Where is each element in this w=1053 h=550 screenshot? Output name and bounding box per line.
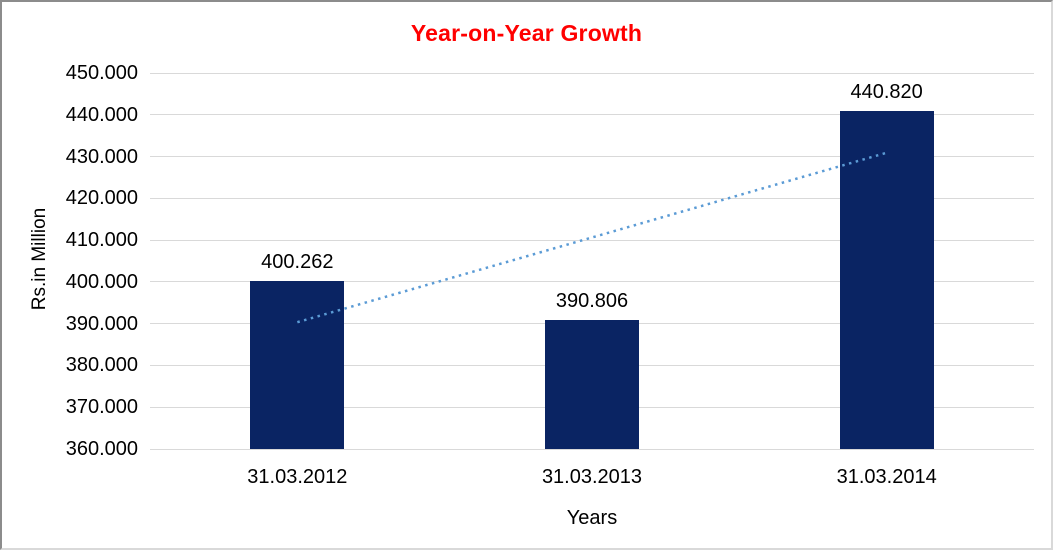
gridline (150, 197, 1034, 199)
gridline (150, 281, 1034, 283)
data-label: 400.262 (261, 250, 334, 273)
plot-area: 400.262 390.806 440.820 (150, 72, 1034, 450)
trendline (296, 151, 888, 324)
data-label: 390.806 (555, 290, 629, 313)
x-axis-title: Years (566, 507, 618, 529)
trendline-segment (296, 151, 888, 324)
gridline (150, 448, 1034, 450)
y-tick-label: 380.000 (65, 354, 138, 377)
x-tick-label: 31.03.2012 (247, 466, 348, 488)
bar-31.03.2013 (545, 320, 639, 449)
x-tick-label: 31.03.2013 (541, 466, 643, 488)
y-tick-label: 390.000 (65, 312, 138, 335)
gridline (150, 156, 1034, 158)
gridline (150, 114, 1034, 116)
y-tick-label: 430.000 (65, 145, 138, 168)
x-tick-label: 31.03.2014 (836, 466, 937, 488)
gridline (150, 239, 1034, 241)
chart-title: Year-on-Year Growth (410, 20, 643, 46)
data-label: 440.820 (850, 81, 923, 104)
y-tick-label: 370.000 (65, 396, 138, 419)
y-tick-label: 450.000 (65, 62, 138, 84)
y-tick-label: 410.000 (65, 229, 138, 252)
y-tick-label: 420.000 (65, 187, 138, 210)
bar-31.03.2012 (250, 280, 345, 449)
y-axis-tick-labels: 360.000 370.000 380.000 390.000 400.000 410.0… (2, 2, 138, 548)
y-tick-label: 400.000 (65, 270, 138, 293)
bar-31.03.2014 (839, 111, 934, 449)
y-tick-label: 360.000 (65, 438, 138, 460)
gridline (150, 72, 1034, 74)
y-tick-label: 440.000 (65, 103, 138, 126)
